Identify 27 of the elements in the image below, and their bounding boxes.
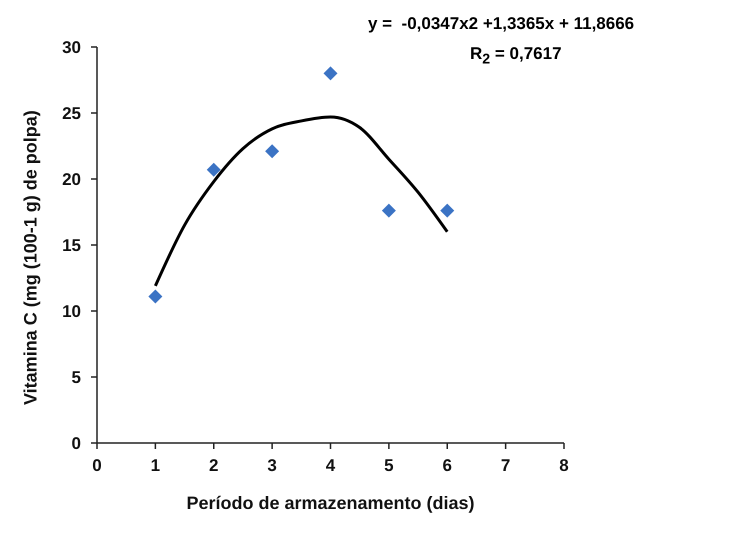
x-tick-label: 1 <box>150 456 160 476</box>
x-tick-label: 7 <box>500 456 510 476</box>
x-tick-label: 2 <box>209 456 218 476</box>
point <box>382 204 396 218</box>
text: y = -0,0347x2 +1,3365x + 11,8666 <box>368 14 634 34</box>
point <box>265 144 280 158</box>
y-tick-label: 30 <box>62 38 81 58</box>
x-tick-label: 3 <box>267 456 277 476</box>
x-tick-label: 4 <box>326 456 336 476</box>
point <box>324 66 338 80</box>
y-axis-title: Vitamina C (mg (100-1 g) de polpa) <box>20 110 40 405</box>
annotation: R$_{2}$ = 0,7617 <box>470 44 562 68</box>
point <box>206 162 221 177</box>
point <box>440 204 454 218</box>
y-tick-label: 10 <box>62 302 81 322</box>
x-tick-label: 0 <box>92 456 102 476</box>
y-tick-label: 25 <box>62 104 81 124</box>
y-tick-label: 20 <box>62 170 81 190</box>
y-tick-label: 15 <box>62 236 81 256</box>
x-tick-label: 6 <box>442 456 452 476</box>
x-tick-label: 5 <box>384 456 394 476</box>
y-tick-label: 5 <box>72 368 81 388</box>
line-series <box>154 115 449 288</box>
x-axis-title: Período de armazenamento (dias) <box>186 493 475 513</box>
point <box>148 289 162 304</box>
x-tick-label: 8 <box>559 456 569 476</box>
y-tick-label: 0 <box>72 434 81 454</box>
